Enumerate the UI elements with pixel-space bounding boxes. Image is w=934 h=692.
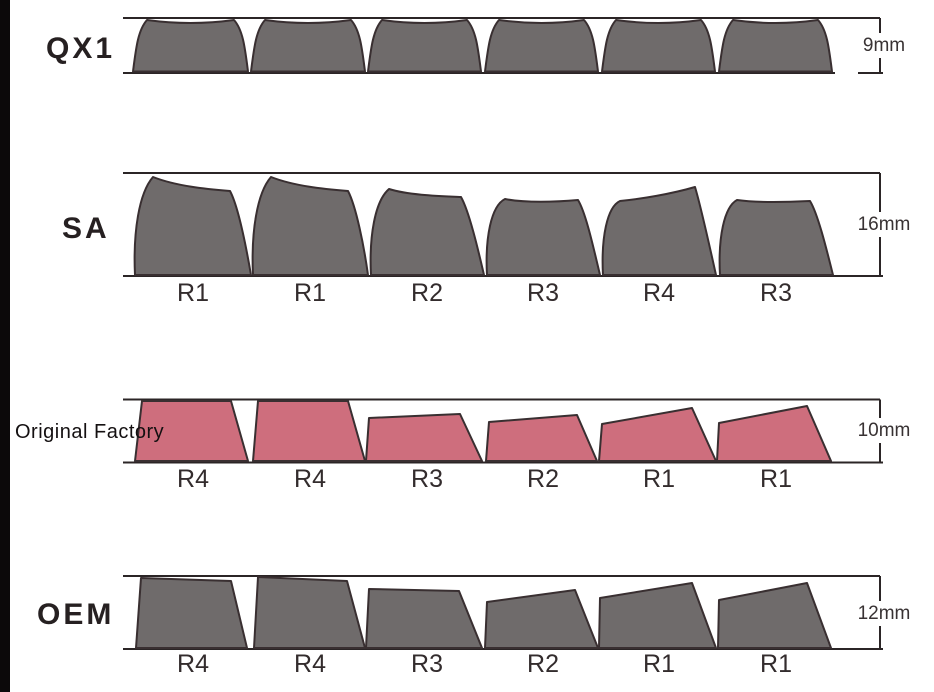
key-row-label: R1 (643, 465, 675, 493)
key-row-label: R2 (527, 650, 559, 678)
profile-label-sa: SA (62, 212, 110, 245)
keycap-shape (598, 407, 717, 462)
keycap-shape (365, 588, 483, 649)
key-row-label: R4 (294, 465, 326, 493)
keycap-shape (251, 176, 369, 276)
keycap-shape (133, 176, 252, 276)
keycap-shape (717, 582, 832, 649)
key-row-label: R4 (177, 465, 209, 493)
height-label-qx1: 9mm (849, 33, 919, 58)
keycap-shape (601, 186, 717, 276)
keycap-shape (718, 199, 834, 276)
keycap-shape (252, 400, 366, 462)
keycap-shape (250, 19, 366, 73)
key-row-label: R1 (643, 650, 675, 678)
key-row-label: R2 (527, 465, 559, 493)
row-qx1-shapes (123, 17, 883, 74)
row-original-factory-shapes (123, 398, 883, 464)
key-row-label: R4 (643, 279, 675, 307)
key-row-label: R1 (294, 279, 326, 307)
keycap-shape (134, 400, 249, 462)
keycap-shape (484, 589, 599, 649)
profile-label-original-factory: Original Factory (15, 421, 165, 443)
keycap-shape (484, 19, 599, 73)
height-label-oem: 12mm (849, 601, 919, 626)
key-row-label: R4 (294, 650, 326, 678)
key-row-label: R1 (760, 650, 792, 678)
height-label-original-factory: 10mm (849, 418, 919, 443)
key-row-label: R3 (760, 279, 792, 307)
keycap-shape (601, 19, 716, 73)
left-edge-bar (0, 0, 10, 692)
profile-label-oem: OEM (37, 598, 115, 631)
row-sa-shapes (123, 172, 883, 277)
key-row-label: R3 (411, 650, 443, 678)
keycap-shape (716, 405, 832, 462)
keycap-shape (365, 413, 483, 462)
keycap-shape (367, 19, 482, 73)
keycap-shape (253, 576, 366, 649)
height-label-sa: 16mm (849, 212, 919, 237)
keycap-shape (485, 198, 601, 276)
keycap-shape (369, 188, 485, 276)
keycap-shape (718, 19, 833, 73)
keycap-shape (598, 582, 717, 649)
keycap-shape (485, 414, 598, 462)
key-row-label: R1 (760, 465, 792, 493)
keycap-shape (132, 19, 249, 73)
key-row-label: R2 (411, 279, 443, 307)
key-row-label: R4 (177, 650, 209, 678)
profile-label-qx1: QX1 (46, 32, 116, 65)
key-row-label: R3 (411, 465, 443, 493)
row-oem-shapes (123, 575, 883, 650)
key-row-label: R3 (527, 279, 559, 307)
key-row-label: R1 (177, 279, 209, 307)
keycap-shape (135, 577, 248, 649)
